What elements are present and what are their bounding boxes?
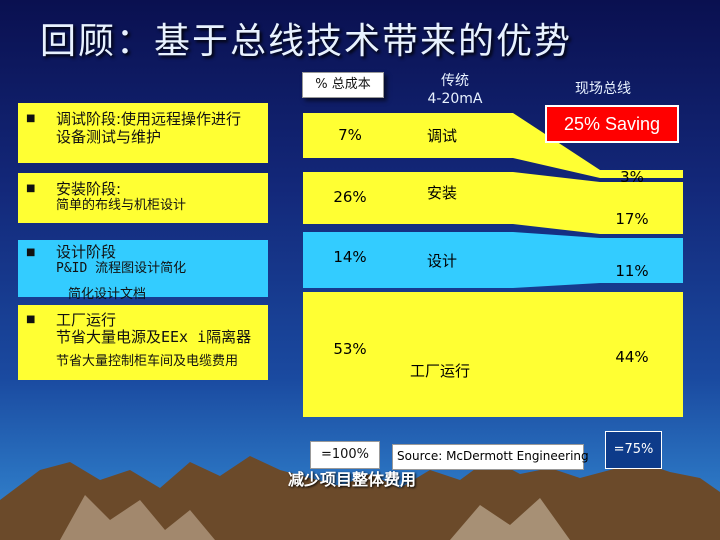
pct-operation: 53% [333, 340, 367, 358]
flow-commissioning [513, 113, 683, 178]
mid-bar-design [303, 232, 513, 288]
mid-bar-commissioning [303, 113, 513, 158]
left-panel-installation [18, 173, 268, 223]
pct-design: 14% [333, 248, 367, 266]
fb-bar-installation [600, 182, 683, 234]
total-left: =100% [310, 441, 380, 469]
left-panel-operation [18, 305, 268, 380]
row1-title: 调试阶段:使用远程操作进行 [56, 110, 242, 128]
fb-pct-design: 11% [615, 262, 649, 280]
mountain-highlights-2 [450, 498, 570, 540]
row2-title: 安装阶段: [56, 180, 122, 198]
stage-operation: 工厂运行 [410, 362, 471, 380]
row1-subtitle: 设备测试与维护 [56, 128, 162, 146]
pct-commissioning: 7% [338, 126, 362, 144]
source-caption: Source: McDermott Engineering [392, 444, 589, 470]
fb-pct-installation: 17% [615, 210, 649, 228]
left-panel-commissioning [18, 103, 268, 163]
row3-extra: 简化设计文档 [68, 287, 147, 302]
left-panel-design [18, 240, 268, 297]
pct-installation: 26% [333, 188, 367, 206]
bullet-icon: ■ [26, 247, 36, 258]
fb-bar-commissioning [600, 170, 683, 178]
traditional-header: 传统 4-20mA [427, 73, 483, 107]
total-right: =75% [605, 431, 662, 469]
row3-subtitle: P&ID 流程图设计简化 [56, 261, 187, 276]
stage-installation: 安装 [427, 184, 458, 202]
row4-title: 工厂运行 [56, 311, 117, 329]
page-title: 回顾：基于总线技术带来的优势 [40, 21, 573, 62]
bullet-icon: ■ [26, 183, 36, 194]
stage-design: 设计 [427, 252, 458, 270]
fb-bar-design [600, 238, 683, 283]
row3-title: 设计阶段 [56, 243, 117, 261]
mid-bar-operation [303, 292, 513, 417]
bullet-icon: ■ [26, 113, 36, 124]
row4-subtitle: 节省大量电源及EEx i隔离器 [56, 328, 252, 346]
saving-badge: 25% Saving [545, 105, 679, 143]
row4-extra: 节省大量控制柜车间及电缆费用 [56, 354, 239, 369]
bullet-icon: ■ [26, 314, 36, 325]
fieldbus-header: 现场总线 [575, 81, 631, 97]
total-cost-header: % 总成本 [302, 72, 384, 98]
mountain-highlights [60, 495, 215, 540]
fb-pct-commissioning: 3% [620, 168, 644, 186]
fb-pct-operation: 44% [615, 348, 649, 366]
footer-caption: 减少项目整体费用 [288, 470, 417, 489]
fb-bar-operation [600, 292, 683, 417]
mid-bar-installation [303, 172, 513, 224]
stage-commissioning: 调试 [427, 127, 458, 145]
row2-subtitle: 简单的布线与机柜设计 [56, 198, 187, 213]
